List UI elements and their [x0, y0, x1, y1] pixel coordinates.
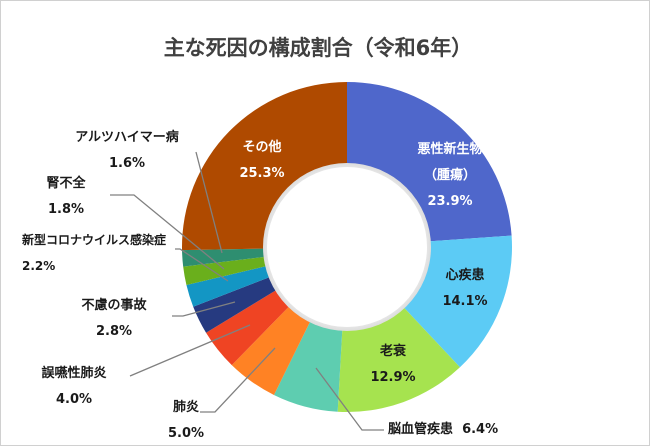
leader-line-alzheimer: [195, 151, 223, 254]
slice-5: [206, 289, 290, 366]
leader-line-aspiration: [129, 324, 251, 377]
leader-line-pneumonia: [200, 347, 276, 413]
label-covid-name: 新型コロナウイルス感染症: [22, 233, 167, 247]
label-cancer-value: 23.9%: [427, 194, 473, 209]
label-cancer: 悪性新生物 （腫瘍） 23.9%: [417, 137, 482, 215]
label-kidney: 腎不全 1.8%: [46, 171, 85, 223]
label-accident-value: 2.8%: [95, 324, 133, 339]
slice-7: [186, 265, 271, 307]
slice-9: [182, 248, 266, 267]
label-other-name: その他: [242, 140, 282, 155]
label-accident-name: 不慮の事故: [81, 298, 147, 313]
label-senility-value: 12.9%: [370, 370, 416, 385]
label-senility-name: 老衰: [379, 344, 407, 359]
label-senility: 老衰 12.9%: [370, 339, 415, 391]
label-cancer-sub: （腫瘍）: [423, 168, 477, 183]
donut-hole-inner: [267, 167, 427, 327]
label-pneumonia: 肺炎 5.0%: [168, 395, 204, 447]
label-cerebrovascular: 脳血管疾患 6.4%: [388, 417, 498, 443]
slice-10: [182, 82, 347, 251]
label-covid: 新型コロナウイルス感染症 2.2%: [22, 227, 166, 279]
slice-6: [193, 276, 277, 333]
label-covid-value: 2.2%: [22, 259, 56, 273]
label-heart: 心疾患 14.1%: [442, 263, 487, 315]
slice-3: [273, 320, 343, 412]
label-alzheimer-value: 1.6%: [108, 156, 146, 171]
slice-2: [337, 306, 460, 412]
label-cerebrovascular-value: 6.4%: [462, 422, 499, 437]
label-kidney-value: 1.8%: [47, 202, 85, 217]
label-aspiration-name: 誤嚥性肺炎: [41, 366, 107, 381]
label-pneumonia-value: 5.0%: [167, 426, 205, 441]
label-heart-name: 心疾患: [445, 268, 485, 283]
chart-title: 主な死因の構成割合（令和6年）: [163, 36, 473, 60]
label-kidney-name: 腎不全: [46, 176, 86, 191]
label-alzheimer-name: アルツハイマー病: [75, 130, 179, 145]
label-alzheimer: アルツハイマー病 1.6%: [75, 125, 179, 177]
label-pneumonia-name: 肺炎: [172, 400, 199, 415]
leader-line-covid: [175, 248, 229, 282]
label-other-value: 25.3%: [239, 166, 285, 181]
label-cerebrovascular-name: 脳血管疾患: [388, 422, 454, 437]
leader-line-cerebrovascular: [315, 367, 384, 431]
leader-lines: [110, 151, 384, 431]
label-aspiration-value: 4.0%: [55, 392, 93, 407]
slice-0: [347, 82, 512, 242]
label-heart-value: 14.1%: [442, 294, 488, 309]
leader-line-accident: [172, 301, 236, 317]
slice-1: [403, 235, 512, 368]
label-accident: 不慮の事故 2.8%: [81, 293, 146, 345]
label-cancer-name: 悪性新生物: [417, 142, 483, 157]
label-other: その他 25.3%: [239, 135, 284, 187]
leader-line-kidney: [110, 194, 225, 270]
label-aspiration-pneumonia: 誤嚥性肺炎 4.0%: [41, 361, 106, 413]
slice-8: [183, 256, 268, 286]
